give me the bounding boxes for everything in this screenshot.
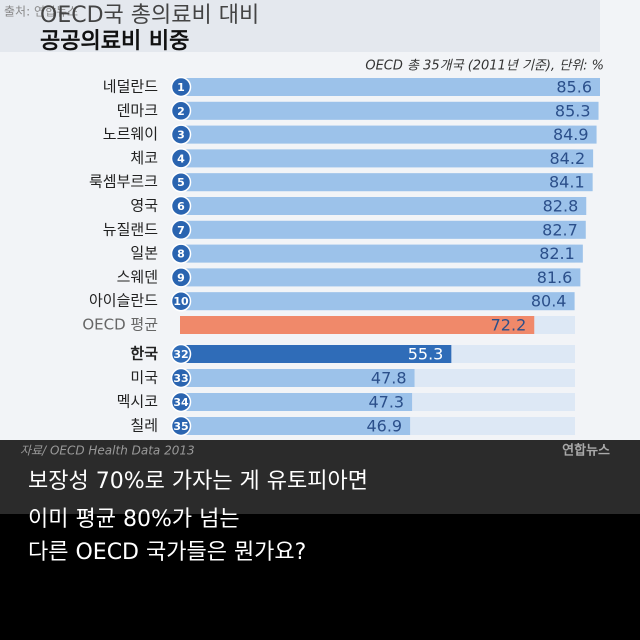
bar xyxy=(180,173,593,192)
rank-label: 4 xyxy=(177,152,185,165)
category-label: 영국 xyxy=(130,197,158,215)
caption-overlay xyxy=(0,440,640,514)
value-label: 46.9 xyxy=(366,417,402,436)
rank-badge xyxy=(170,290,192,312)
caption-line: 이미 평균 80%가 넘는 xyxy=(28,507,240,532)
value-label: 82.8 xyxy=(543,197,579,216)
value-label: 81.6 xyxy=(537,268,573,287)
category-label: 덴마크 xyxy=(117,101,158,119)
bar xyxy=(180,244,583,263)
bar xyxy=(180,125,597,144)
category-label: 스웨덴 xyxy=(117,268,158,286)
value-label: 55.3 xyxy=(408,345,444,364)
value-label: 84.2 xyxy=(550,149,586,168)
bar xyxy=(180,220,586,239)
rank-label: 32 xyxy=(173,348,188,361)
rank-label: 3 xyxy=(177,129,185,142)
value-label: 47.3 xyxy=(368,393,404,412)
rank-label: 5 xyxy=(177,176,185,189)
rank-label: 9 xyxy=(177,271,185,284)
bar xyxy=(180,78,600,96)
rank-badge xyxy=(170,415,192,437)
rank-label: 6 xyxy=(177,200,185,213)
value-label: 72.2 xyxy=(491,316,527,335)
value-label: 80.4 xyxy=(531,292,567,311)
caption-line: 다른 OECD 국가들은 뭔가요? xyxy=(28,540,306,565)
rank-badge xyxy=(170,219,192,241)
rank-badge xyxy=(170,343,192,365)
bar xyxy=(180,149,594,168)
rank-badge xyxy=(170,391,192,413)
value-label: 84.1 xyxy=(549,173,585,192)
title-band xyxy=(0,0,600,52)
rank-label: 7 xyxy=(177,224,185,237)
value-label: 47.8 xyxy=(371,369,407,388)
rank-badge xyxy=(170,243,192,264)
category-label: 일본 xyxy=(130,244,158,262)
rank-badge xyxy=(170,124,192,145)
rank-label: 8 xyxy=(177,248,185,261)
rank-label: 35 xyxy=(173,420,188,433)
bar xyxy=(180,101,599,120)
caption-line: 보장성 70%로 가자는 게 유토피아면 xyxy=(28,469,368,494)
category-label: 체코 xyxy=(130,149,158,167)
bar xyxy=(180,393,413,411)
chart-subtitle: 공공의료비 비중 xyxy=(40,29,189,54)
value-label: 82.7 xyxy=(542,220,578,239)
rank-badge xyxy=(170,267,192,288)
rank-badge xyxy=(170,367,192,389)
bar xyxy=(180,369,415,387)
category-label: OECD 평균 xyxy=(82,316,158,334)
rank-label: 1 xyxy=(177,81,185,94)
category-label: 네덜란드 xyxy=(103,78,158,96)
rank-label: 34 xyxy=(173,396,189,409)
category-label: 칠레 xyxy=(130,417,158,435)
category-label: 뉴질랜드 xyxy=(103,220,158,238)
rank-badge xyxy=(170,195,192,217)
rank-badge xyxy=(170,100,192,122)
category-label: 아이슬란드 xyxy=(89,292,158,310)
watermark: 출처: 연합뉴스 xyxy=(4,5,78,19)
chart-note: OECD 총 35개국 (2011년 기준), 단위: % xyxy=(365,59,604,74)
value-label: 85.6 xyxy=(556,78,592,97)
category-label: 노르웨이 xyxy=(103,125,158,143)
rank-badge xyxy=(170,76,192,98)
source: 자료/ OECD Health Data 2013 xyxy=(20,444,195,458)
category-label: 한국 xyxy=(130,345,158,363)
bar xyxy=(180,345,452,363)
bar xyxy=(180,292,575,311)
rank-label: 2 xyxy=(177,105,185,118)
bar xyxy=(180,197,587,215)
chart-title: OECD국 총의료비 대비 xyxy=(40,3,259,28)
category-label: 멕시코 xyxy=(117,393,158,411)
bars: 네덜란드 1 85.6 덴마크 2 85.3 노르웨이 3 84.9 체코 4 84.2 룩셈부르크 5 8… xyxy=(82,76,600,437)
value-label: 85.3 xyxy=(555,101,591,120)
logo: 연합뉴스 xyxy=(562,443,610,459)
value-label: 82.1 xyxy=(539,244,575,263)
rank-label: 10 xyxy=(173,295,189,308)
bar xyxy=(180,417,411,435)
rank-badge xyxy=(170,148,192,169)
bar xyxy=(180,268,581,287)
category-label: 미국 xyxy=(130,369,158,387)
rank-badge xyxy=(170,171,192,193)
bar xyxy=(180,316,535,334)
rank-label: 33 xyxy=(173,372,188,385)
category-label: 룩셈부르크 xyxy=(89,173,158,191)
value-label: 84.9 xyxy=(553,125,589,144)
